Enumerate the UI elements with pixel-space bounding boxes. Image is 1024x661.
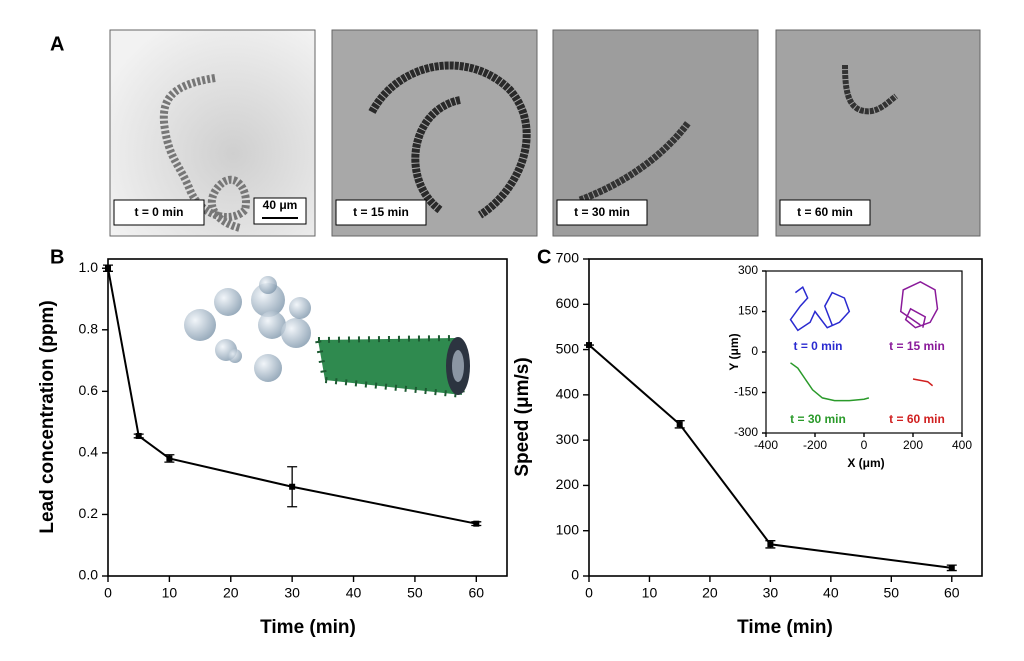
x-tick-label: 40: [346, 585, 362, 601]
scale-box: [253, 197, 307, 225]
x-tick-label: 0: [861, 438, 868, 452]
data-point: [586, 342, 592, 349]
panel-label: B: [50, 246, 64, 268]
frame-label-box: [113, 199, 205, 226]
plot-frame: [588, 258, 983, 577]
panel-a-frames: [109, 29, 981, 237]
chain: [159, 74, 250, 232]
x-tick-label: 0: [585, 585, 593, 601]
x-tick-label: 0: [104, 585, 112, 601]
y-tick-label: 700: [556, 250, 580, 266]
y-tick-label: 300: [738, 263, 758, 277]
series-line: [912, 378, 934, 387]
x-tick-label: -200: [803, 438, 827, 452]
x-tick-label: 10: [162, 585, 178, 601]
data-point: [948, 564, 955, 571]
chain: [368, 61, 531, 219]
series-line: [790, 362, 870, 402]
y-tick-label: 0: [571, 567, 579, 583]
x-axis-title: X (μm): [847, 456, 884, 470]
y-tick-label: 1.0: [79, 259, 99, 275]
x-tick-label: 400: [952, 438, 972, 452]
x-tick-label: 50: [407, 585, 423, 601]
chain: [578, 120, 691, 204]
scale-bar-label: 40 μm: [263, 198, 298, 212]
y-axis-title: Lead concentration (ppm): [37, 300, 58, 533]
data-point: [473, 520, 480, 527]
frame-label-box: [335, 199, 427, 226]
y-tick-label: 0.6: [79, 382, 99, 398]
x-tick-label: 60: [469, 585, 485, 601]
x-tick-label: 200: [903, 438, 923, 452]
x-tick-label: 60: [944, 585, 960, 601]
frame-label: t = 60 min: [797, 205, 853, 219]
series-label: t = 60 min: [889, 412, 945, 426]
x-tick-label: 30: [284, 585, 300, 601]
frame-label-box: [556, 199, 648, 226]
y-tick-label: 150: [738, 304, 758, 318]
y-tick-label: 0.0: [79, 567, 99, 583]
series-line: [789, 286, 851, 332]
panel-label: C: [537, 246, 551, 268]
series-label: t = 0 min: [793, 339, 842, 353]
frame-label: t = 0 min: [134, 205, 183, 219]
y-tick-label: 0.2: [79, 505, 99, 521]
x-tick-label: 20: [223, 585, 239, 601]
data-point: [289, 483, 296, 490]
y-tick-label: 0: [751, 344, 758, 358]
illustration: [184, 276, 470, 399]
plot-frame: [107, 258, 508, 577]
series-label: t = 15 min: [889, 339, 945, 353]
y-axis-title: Y (μm): [727, 333, 741, 370]
frame-label: t = 15 min: [353, 205, 409, 219]
y-tick-label: 400: [556, 386, 580, 402]
y-tick-label: -300: [734, 425, 758, 439]
data-point: [767, 541, 774, 548]
data-point: [166, 455, 173, 462]
data-point: [676, 421, 683, 428]
y-tick-label: 0.8: [79, 320, 99, 336]
y-tick-label: 500: [556, 340, 580, 356]
x-axis-title: Time (min): [737, 617, 833, 638]
x-axis-title: Time (min): [260, 617, 356, 638]
y-tick-label: 0.4: [79, 444, 99, 460]
x-tick-label: 50: [884, 585, 900, 601]
data-point: [135, 432, 142, 439]
y-tick-label: 100: [556, 521, 580, 537]
frame-label-box: [779, 199, 871, 226]
series-line: [588, 344, 952, 569]
y-axis-title: Speed (μm/s): [512, 357, 533, 476]
x-tick-label: 10: [642, 585, 658, 601]
y-tick-label: 200: [556, 476, 580, 492]
x-tick-label: 40: [823, 585, 839, 601]
x-tick-label: -400: [754, 438, 778, 452]
y-tick-label: 600: [556, 295, 580, 311]
y-tick-label: 300: [556, 431, 580, 447]
series-label: t = 30 min: [790, 412, 846, 426]
chain: [842, 64, 898, 115]
series-line: [899, 280, 939, 329]
y-tick-label: -150: [734, 385, 758, 399]
data-point: [105, 265, 111, 272]
panel-label: A: [50, 33, 64, 55]
frame-label: t = 30 min: [574, 205, 630, 219]
x-tick-label: 30: [763, 585, 779, 601]
x-tick-label: 20: [702, 585, 718, 601]
